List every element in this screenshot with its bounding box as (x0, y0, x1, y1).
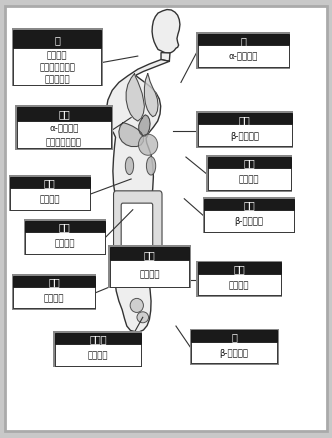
Text: ルテイン: ルテイン (47, 51, 67, 60)
Text: リコピン: リコピン (44, 293, 64, 303)
Bar (204, 211, 294, 232)
Bar (17, 107, 111, 121)
Text: 皮膚: 皮膚 (58, 110, 70, 120)
Text: α-カロテン: α-カロテン (49, 124, 79, 133)
Polygon shape (161, 53, 170, 62)
Bar (55, 333, 141, 344)
Bar (190, 329, 279, 365)
Polygon shape (139, 116, 150, 137)
Text: リコピン: リコピン (88, 350, 108, 360)
Ellipse shape (130, 299, 143, 313)
Polygon shape (119, 124, 143, 147)
Text: 前立腕: 前立腕 (89, 333, 107, 343)
Bar (198, 46, 289, 68)
Bar (108, 246, 191, 289)
Bar (198, 35, 289, 46)
Bar (191, 342, 277, 364)
Text: α-カロテン: α-カロテン (228, 53, 258, 62)
Polygon shape (152, 11, 180, 54)
Bar (198, 263, 281, 274)
Bar (206, 156, 292, 192)
FancyBboxPatch shape (114, 191, 162, 271)
Bar (198, 125, 292, 147)
Text: リコピン: リコピン (239, 175, 259, 184)
Ellipse shape (137, 312, 149, 323)
Bar (110, 247, 189, 261)
Bar (9, 176, 91, 212)
Text: ゼアキサンチン: ゼアキサンチン (39, 63, 75, 72)
Text: 骨: 骨 (231, 331, 237, 341)
Bar (110, 261, 189, 287)
Bar (17, 121, 111, 149)
Text: β-カロテン: β-カロテン (234, 217, 264, 226)
Text: 大腸: 大腸 (143, 249, 155, 259)
Text: 膜臓: 膜臓 (243, 200, 255, 210)
Bar (15, 106, 113, 151)
Bar (196, 33, 290, 70)
Text: ルテイン: ルテイン (229, 280, 249, 290)
Bar (198, 274, 281, 296)
Bar (196, 112, 293, 148)
Text: ルテイン: ルテイン (139, 269, 160, 279)
Text: リコピン: リコピン (40, 195, 60, 204)
Bar (25, 233, 105, 254)
Polygon shape (144, 74, 158, 117)
Bar (198, 114, 292, 125)
Bar (191, 331, 277, 342)
Bar (203, 198, 295, 234)
Bar (24, 219, 106, 256)
Text: β-カロテン: β-カロテン (230, 131, 259, 141)
Bar (204, 199, 294, 211)
Text: β-カロテン: β-カロテン (219, 348, 249, 357)
Bar (196, 261, 282, 297)
Text: ゼアキサンチン: ゼアキサンチン (46, 138, 82, 147)
Text: 目: 目 (54, 35, 60, 45)
Text: 腐臓: 腐臓 (59, 222, 71, 232)
Bar (208, 158, 290, 169)
FancyBboxPatch shape (5, 7, 327, 431)
Text: 子宮: 子宮 (233, 263, 245, 273)
Bar (13, 287, 95, 309)
Text: 肺: 肺 (240, 35, 246, 46)
Bar (12, 274, 96, 311)
Ellipse shape (146, 157, 156, 176)
Polygon shape (106, 60, 170, 332)
Bar (13, 31, 101, 49)
Bar (55, 344, 141, 366)
Polygon shape (126, 74, 144, 122)
Bar (208, 169, 290, 191)
Text: リコピン: リコピン (54, 239, 75, 248)
Ellipse shape (125, 158, 134, 175)
Bar (13, 49, 101, 85)
Bar (53, 331, 142, 367)
Text: クロセテン: クロセテン (44, 75, 70, 84)
FancyBboxPatch shape (121, 204, 153, 261)
Ellipse shape (138, 135, 158, 156)
Bar (13, 276, 95, 287)
Bar (10, 188, 90, 210)
Text: 肝臓: 肝臓 (44, 178, 56, 188)
Bar (10, 177, 90, 188)
Bar (12, 29, 103, 87)
Text: 乳腺: 乳腺 (243, 158, 255, 168)
Bar (25, 221, 105, 232)
Text: 膜胱: 膜胱 (48, 276, 60, 286)
Text: 心臓: 心臓 (239, 114, 251, 124)
